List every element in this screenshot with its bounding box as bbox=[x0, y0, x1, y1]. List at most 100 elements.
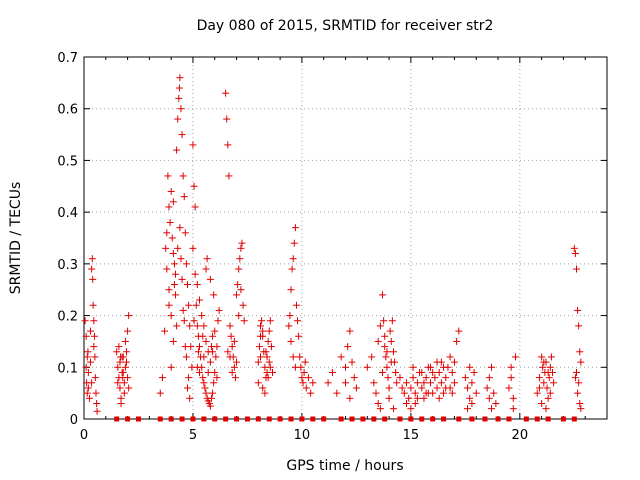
data-point bbox=[90, 343, 98, 351]
data-point bbox=[199, 332, 207, 340]
data-point bbox=[122, 348, 130, 356]
data-point bbox=[81, 317, 89, 325]
data-point bbox=[346, 327, 354, 335]
data-point bbox=[88, 255, 96, 263]
data-point bbox=[259, 327, 267, 335]
data-point bbox=[169, 250, 177, 258]
data-point bbox=[572, 368, 580, 376]
data-point bbox=[266, 363, 274, 371]
data-point bbox=[224, 348, 232, 356]
data-point bbox=[211, 327, 219, 335]
data-point bbox=[184, 281, 192, 289]
data-point bbox=[547, 353, 555, 361]
data-point bbox=[285, 322, 293, 330]
data-point bbox=[169, 198, 177, 206]
data-point bbox=[539, 363, 547, 371]
data-point bbox=[174, 115, 182, 123]
data-point bbox=[261, 389, 269, 397]
data-point bbox=[292, 301, 300, 309]
data-point bbox=[546, 389, 554, 397]
data-point bbox=[461, 374, 469, 382]
data-point bbox=[173, 322, 181, 330]
data-point bbox=[370, 379, 378, 387]
data-point bbox=[400, 389, 408, 397]
data-point bbox=[83, 353, 91, 361]
zero-point bbox=[201, 416, 207, 422]
data-point bbox=[546, 363, 554, 371]
data-point bbox=[125, 384, 133, 392]
data-point bbox=[113, 348, 121, 356]
y-tick-label: 0.5 bbox=[57, 154, 78, 169]
data-point bbox=[296, 353, 304, 361]
data-point bbox=[413, 394, 421, 402]
data-point bbox=[174, 244, 182, 252]
data-point bbox=[483, 384, 491, 392]
zero-point bbox=[506, 416, 512, 422]
data-point bbox=[409, 363, 417, 371]
data-point bbox=[168, 234, 176, 242]
data-point bbox=[254, 379, 262, 387]
data-point bbox=[324, 379, 332, 387]
data-point bbox=[116, 358, 124, 366]
data-point bbox=[381, 332, 389, 340]
data-point bbox=[199, 374, 207, 382]
data-point bbox=[388, 317, 396, 325]
data-point bbox=[165, 203, 173, 211]
zero-point bbox=[321, 416, 327, 422]
data-point bbox=[383, 348, 391, 356]
data-point bbox=[259, 384, 267, 392]
data-point bbox=[455, 327, 463, 335]
data-point bbox=[433, 384, 441, 392]
data-point bbox=[158, 374, 166, 382]
zero-point bbox=[571, 416, 577, 422]
data-point bbox=[180, 193, 188, 201]
data-point bbox=[173, 146, 181, 154]
data-point bbox=[509, 405, 517, 413]
data-point bbox=[172, 270, 180, 278]
data-point bbox=[405, 394, 413, 402]
zero-point bbox=[441, 416, 447, 422]
data-point bbox=[545, 374, 553, 382]
y-axis-title: SRMTID / TECUs bbox=[8, 182, 24, 295]
data-point bbox=[300, 368, 308, 376]
data-point bbox=[198, 312, 206, 320]
data-point bbox=[180, 317, 188, 325]
data-point bbox=[262, 348, 270, 356]
data-point bbox=[540, 358, 548, 366]
data-point bbox=[376, 405, 384, 413]
zero-point bbox=[360, 416, 366, 422]
data-point bbox=[212, 353, 220, 361]
data-point bbox=[440, 363, 448, 371]
data-point bbox=[385, 394, 393, 402]
data-point bbox=[193, 281, 201, 289]
data-point bbox=[125, 312, 133, 320]
data-point bbox=[179, 306, 187, 314]
data-point bbox=[165, 301, 173, 309]
data-point bbox=[163, 265, 171, 273]
data-point bbox=[383, 363, 391, 371]
data-point bbox=[442, 384, 450, 392]
data-point bbox=[440, 389, 448, 397]
data-point bbox=[84, 384, 92, 392]
grid bbox=[84, 57, 607, 419]
data-point bbox=[291, 224, 299, 232]
data-point bbox=[387, 337, 395, 345]
x-tick-labels: 0 5 10 15 20 bbox=[80, 428, 528, 443]
data-point bbox=[165, 286, 173, 294]
data-point bbox=[287, 286, 295, 294]
data-point bbox=[193, 363, 201, 371]
data-point bbox=[209, 389, 217, 397]
data-point bbox=[507, 363, 515, 371]
data-point bbox=[90, 332, 98, 340]
data-point bbox=[238, 239, 246, 247]
data-point bbox=[538, 399, 546, 407]
y-tick-label: 0.6 bbox=[57, 103, 78, 118]
data-point bbox=[490, 389, 498, 397]
data-point bbox=[301, 358, 309, 366]
data-point bbox=[228, 368, 236, 376]
data-point bbox=[350, 374, 358, 382]
zero-point bbox=[430, 416, 436, 422]
data-point bbox=[403, 379, 411, 387]
data-point bbox=[226, 322, 234, 330]
data-point bbox=[407, 405, 415, 413]
